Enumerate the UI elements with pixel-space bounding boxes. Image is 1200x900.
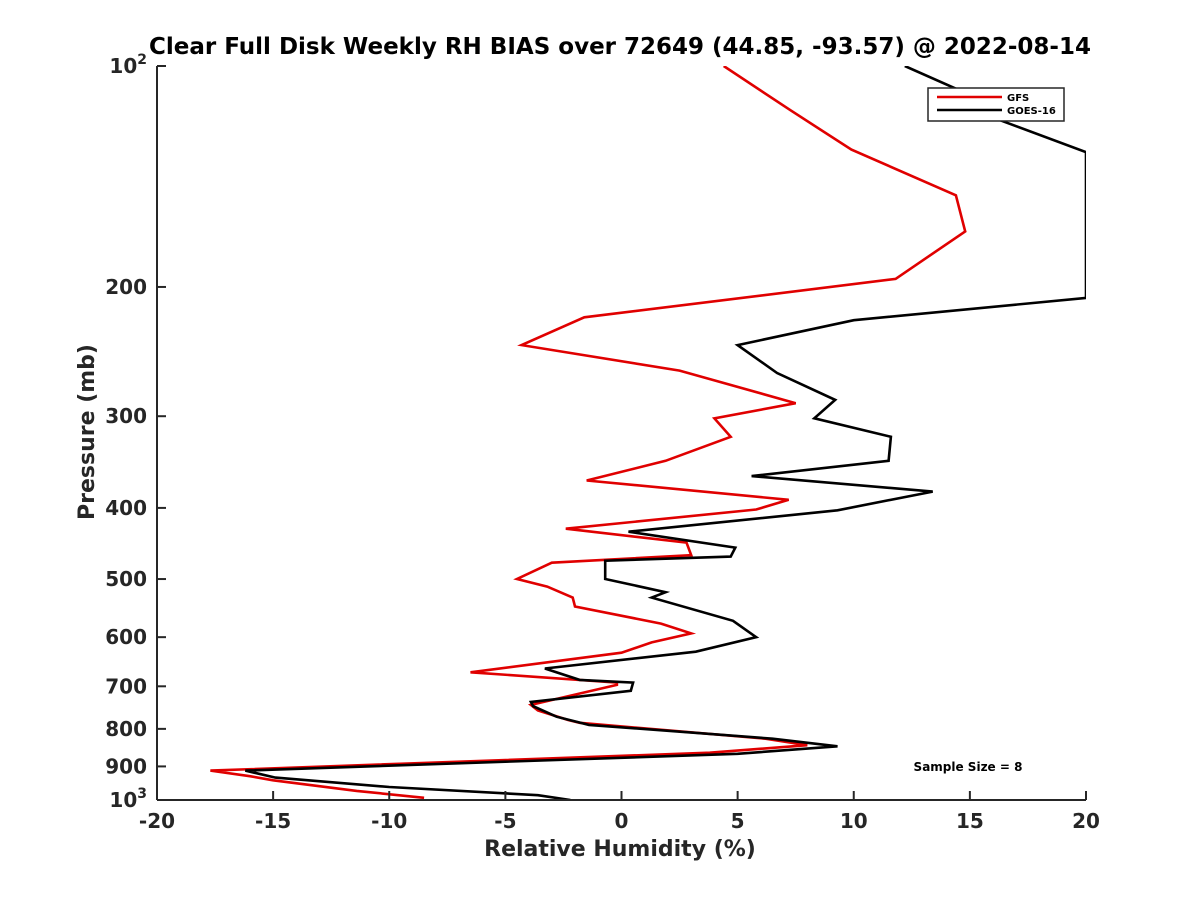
y-tick-label: 102 xyxy=(109,52,147,78)
x-tick-label: -15 xyxy=(255,809,291,833)
y-tick-label: 400 xyxy=(105,496,147,520)
legend-label-gfs: GFS xyxy=(1007,93,1029,104)
x-tick-label: 0 xyxy=(615,809,629,833)
y-axis-label: Pressure (mb) xyxy=(75,344,100,520)
x-tick-label: -20 xyxy=(139,809,175,833)
axes-layer: -20 -15 -10 -5 0 5 10 15 20 102 200 300 400 500 600 700… xyxy=(105,52,1100,833)
sample-size-annotation: Sample Size = 8 xyxy=(914,760,1023,774)
legend-box xyxy=(927,87,1065,122)
x-axis-label: Relative Humidity (%) xyxy=(484,837,756,862)
y-tick-label: 200 xyxy=(105,275,147,299)
y-tick-label: 800 xyxy=(105,717,147,741)
y-tick-label: 700 xyxy=(105,674,147,698)
y-tick-label: 103 xyxy=(109,786,147,812)
x-tick-label: 10 xyxy=(840,809,868,833)
x-tick-label: 20 xyxy=(1072,809,1100,833)
series-line-goes16 xyxy=(245,66,1086,800)
y-tick-label: 900 xyxy=(105,754,147,778)
x-tick-label: -5 xyxy=(494,809,516,833)
series-layer xyxy=(210,66,1086,800)
chart-title: Clear Full Disk Weekly RH BIAS over 7264… xyxy=(149,34,1091,60)
y-tick-label: 300 xyxy=(105,404,147,428)
x-tick-label: -10 xyxy=(371,809,407,833)
x-tick-label: 15 xyxy=(956,809,984,833)
y-tick-label: 500 xyxy=(105,567,147,591)
x-tick-label: 5 xyxy=(731,809,745,833)
legend-label-goes16: GOES-16 xyxy=(1007,106,1056,117)
legend: GFS GOES-16 xyxy=(927,87,1065,122)
y-tick-label: 600 xyxy=(105,625,147,649)
